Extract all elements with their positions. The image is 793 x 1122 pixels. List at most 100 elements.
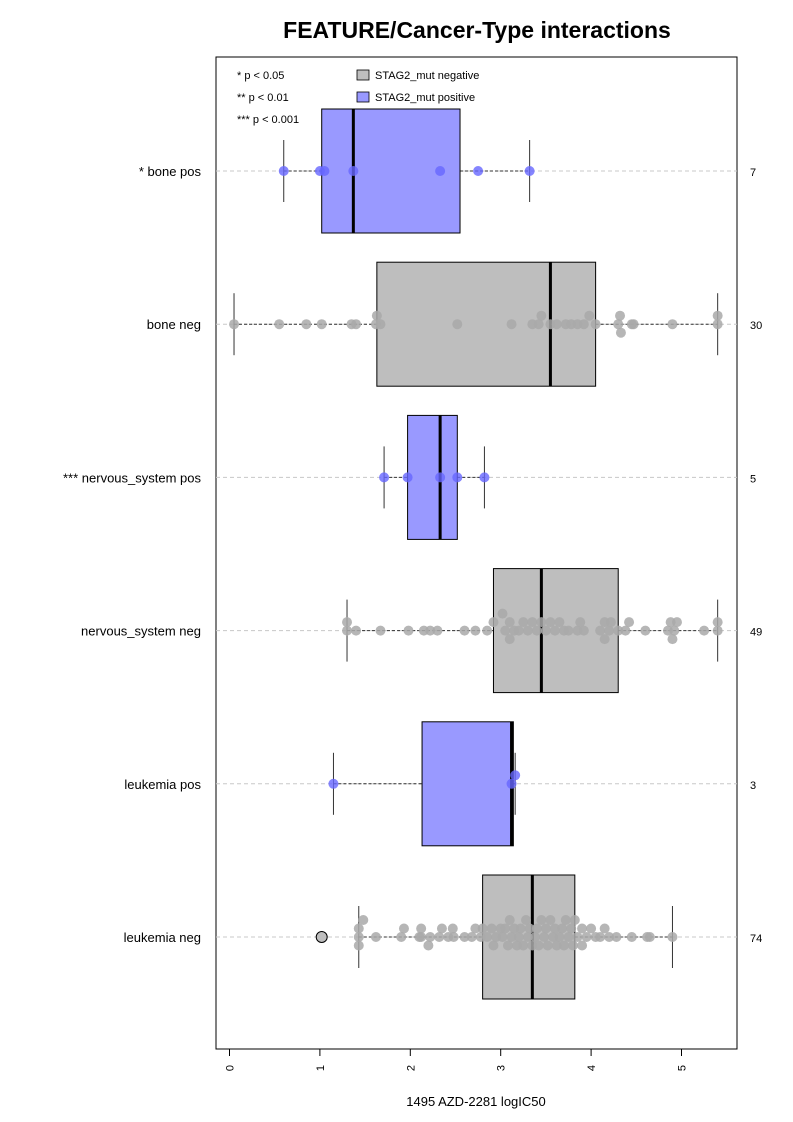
data-point <box>545 915 556 925</box>
data-point <box>402 472 413 483</box>
data-point <box>497 608 508 619</box>
data-point <box>351 625 362 636</box>
data-point <box>578 625 589 636</box>
data-point <box>549 923 560 934</box>
data-point <box>628 319 639 330</box>
data-point <box>510 770 521 781</box>
data-point <box>545 617 556 628</box>
data-point <box>577 923 588 934</box>
legend-label-negative: STAG2_mut negative <box>375 70 479 82</box>
data-point <box>568 940 579 951</box>
data-point <box>351 319 362 330</box>
data-point <box>396 932 407 942</box>
data-point <box>551 940 562 951</box>
data-point <box>342 625 353 636</box>
data-point <box>500 625 511 636</box>
data-point <box>599 634 610 645</box>
data-point <box>370 932 381 942</box>
x-tick-label: 3 <box>496 1065 508 1071</box>
data-point <box>432 625 443 636</box>
data-point <box>482 932 493 942</box>
data-point <box>578 319 589 330</box>
data-point <box>518 940 529 951</box>
data-point <box>554 932 565 942</box>
data-point <box>435 166 446 176</box>
data-point <box>595 625 606 636</box>
group-label: leukemia neg <box>124 930 201 945</box>
group-count: 30 <box>750 320 762 332</box>
data-point <box>611 932 622 942</box>
data-point <box>518 617 529 628</box>
data-point <box>586 923 597 934</box>
data-point <box>353 940 364 951</box>
data-point <box>667 932 678 942</box>
data-point <box>640 625 651 636</box>
data-point <box>398 923 409 934</box>
data-point <box>533 319 544 330</box>
data-point <box>604 625 615 636</box>
data-point <box>536 915 547 925</box>
data-point <box>452 472 463 483</box>
data-point <box>549 625 560 636</box>
data-point <box>626 932 637 942</box>
data-point <box>515 923 526 934</box>
group-label: bone neg <box>147 317 201 332</box>
group-count: 49 <box>750 627 762 639</box>
data-point <box>371 310 382 321</box>
x-tick-label: 2 <box>405 1065 417 1071</box>
box-pos <box>421 721 514 847</box>
data-point <box>712 319 723 330</box>
data-point <box>624 617 635 628</box>
x-tick-label: 4 <box>586 1065 598 1071</box>
data-point <box>531 923 542 934</box>
x-tick-label: 0 <box>225 1065 237 1071</box>
data-point <box>536 617 547 628</box>
data-point <box>425 932 436 942</box>
data-point <box>539 932 550 942</box>
data-point <box>712 617 723 628</box>
data-point <box>551 319 562 330</box>
data-point <box>434 932 445 942</box>
data-point <box>423 940 434 951</box>
data-point <box>403 625 414 636</box>
data-point <box>342 617 353 628</box>
data-point <box>477 923 488 934</box>
legend-note-3: *** p < 0.001 <box>237 114 299 126</box>
data-point <box>328 778 339 789</box>
legend-label-positive: STAG2_mut positive <box>375 92 475 104</box>
data-point <box>554 617 565 628</box>
data-point <box>575 617 586 628</box>
data-point <box>506 932 517 942</box>
chart-title: FEATURE/Cancer-Type interactions <box>283 17 671 43</box>
data-point <box>590 319 601 330</box>
data-point <box>581 932 592 942</box>
data-point <box>488 940 499 951</box>
plot-frame <box>215 56 738 1050</box>
data-point <box>459 932 470 942</box>
data-point <box>536 310 547 321</box>
data-point <box>604 932 615 942</box>
data-point <box>620 625 631 636</box>
legend-note-2: ** p < 0.01 <box>237 92 289 104</box>
data-point <box>504 915 515 925</box>
data-point <box>524 166 535 176</box>
data-point <box>667 634 678 645</box>
data-point <box>353 932 364 942</box>
legend-swatch-negative <box>356 69 370 81</box>
data-point <box>667 319 678 330</box>
data-point <box>560 915 571 925</box>
data-point <box>375 625 386 636</box>
data-point <box>353 923 364 934</box>
data-point <box>502 940 513 951</box>
data-point <box>531 625 542 636</box>
group-count: 3 <box>750 780 756 792</box>
data-point <box>278 166 289 176</box>
data-point <box>566 923 577 934</box>
data-point <box>522 625 533 636</box>
data-point <box>615 310 626 321</box>
group-count: 74 <box>750 933 762 945</box>
data-point <box>558 940 569 951</box>
data-point <box>497 932 508 942</box>
data-point <box>448 932 459 942</box>
